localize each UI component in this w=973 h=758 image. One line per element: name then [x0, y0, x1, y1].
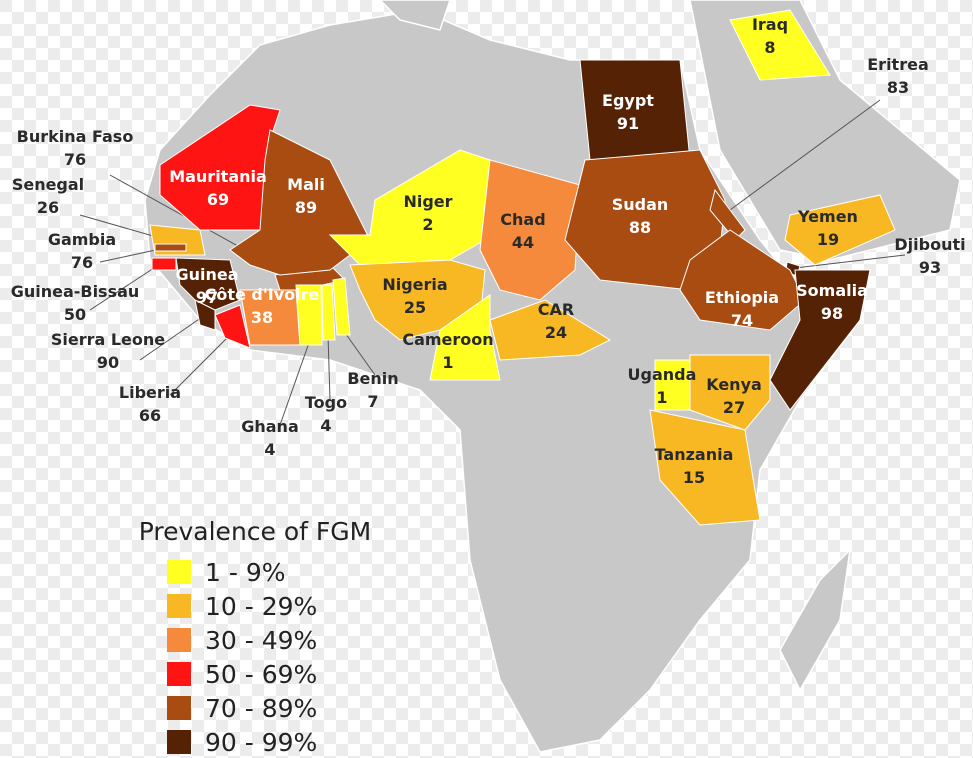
country-name: Mauritania: [169, 167, 267, 186]
country-region: [151, 257, 177, 271]
country-name: Guinea: [175, 265, 238, 284]
country-name: Uganda: [628, 365, 697, 384]
legend-label: 30 - 49%: [205, 626, 317, 655]
country-name: Mali: [287, 175, 325, 194]
country-value: 91: [617, 114, 639, 133]
legend-label: 90 - 99%: [205, 728, 317, 757]
country-value: 88: [629, 218, 651, 237]
country-name: Niger: [403, 192, 452, 211]
country-value: 27: [723, 398, 745, 417]
country-value: 69: [207, 190, 229, 209]
country-value: 98: [821, 304, 843, 323]
country-name: Benin: [347, 369, 398, 388]
country-value: 25: [404, 298, 426, 317]
country-region: [784, 194, 896, 266]
country-region: [479, 159, 581, 301]
country-region: [689, 354, 771, 431]
country-name: Togo: [305, 393, 347, 412]
country-region: [649, 409, 761, 526]
country-name: Eritrea: [867, 55, 929, 74]
country-region: [295, 284, 323, 346]
country-region: [729, 9, 831, 81]
country-name: Egypt: [602, 91, 654, 110]
country-name: Somalia: [796, 281, 868, 300]
country-region: [214, 304, 251, 349]
country-name: Yemen: [797, 207, 858, 226]
country-region: [679, 229, 806, 331]
country-name: Djibouti: [894, 235, 965, 254]
country-value: 44: [512, 233, 534, 252]
country-value: 66: [139, 406, 161, 425]
country-region: [769, 269, 871, 411]
country-value: 93: [919, 258, 941, 277]
legend-title: Prevalence of FGM: [139, 517, 371, 546]
country-name: Kenya: [706, 375, 762, 394]
country-name: Gambia: [48, 230, 116, 249]
legend-swatch: [167, 594, 191, 618]
country-name: Chad: [500, 210, 545, 229]
country-value: 76: [71, 253, 93, 272]
country-value: 26: [37, 198, 59, 217]
country-value: 89: [295, 198, 317, 217]
country-name: Tanzania: [655, 445, 734, 464]
country-value: 90: [97, 353, 119, 372]
legend-label: 10 - 29%: [205, 592, 317, 621]
country-value: 19: [817, 230, 839, 249]
country-region: [579, 59, 691, 161]
country-value: 7: [367, 392, 378, 411]
country-value: 38: [251, 308, 273, 327]
country-name: Senegal: [12, 175, 84, 194]
country-value: 15: [683, 468, 705, 487]
country-value: 8: [764, 38, 775, 57]
legend-swatch: [167, 560, 191, 584]
country-name: Ethiopia: [705, 288, 779, 307]
country-name: Burkina Faso: [17, 127, 134, 146]
country-region: [429, 294, 501, 381]
country-value: 4: [320, 416, 331, 435]
country-name: Sudan: [612, 195, 669, 214]
country-name: CAR: [538, 300, 574, 319]
country-value: 1: [656, 388, 667, 407]
country-value: 50: [64, 305, 86, 324]
legend-swatch: [167, 628, 191, 652]
legend-label: 50 - 69%: [205, 660, 317, 689]
legend-swatch: [167, 696, 191, 720]
country-name: Cameroon: [402, 330, 493, 349]
country-name: Ghana: [241, 417, 299, 436]
country-value: 76: [64, 150, 86, 169]
country-value: 24: [545, 323, 567, 342]
country-region: [321, 284, 336, 341]
country-region: [154, 243, 187, 252]
country-value: 4: [264, 440, 275, 459]
country-value: 2: [422, 215, 433, 234]
country-name: Guinea-Bissau: [11, 282, 140, 301]
legend-label: 70 - 89%: [205, 694, 317, 723]
country-name: Liberia: [119, 383, 181, 402]
legend-swatch: [167, 730, 191, 754]
country-name: Côte d'Ivoire: [205, 285, 320, 304]
country-region: [489, 299, 612, 361]
country-name: Iraq: [752, 15, 788, 34]
country-value: 74: [731, 311, 753, 330]
country-value: 97: [196, 288, 218, 307]
country-name: Sierra Leone: [51, 330, 165, 349]
country-region: [175, 257, 241, 311]
country-value: 1: [442, 353, 453, 372]
country-value: 83: [887, 78, 909, 97]
country-name: Nigeria: [382, 275, 447, 294]
legend-swatch: [167, 662, 191, 686]
legend-label: 1 - 9%: [205, 558, 285, 587]
country-region: [332, 277, 351, 336]
